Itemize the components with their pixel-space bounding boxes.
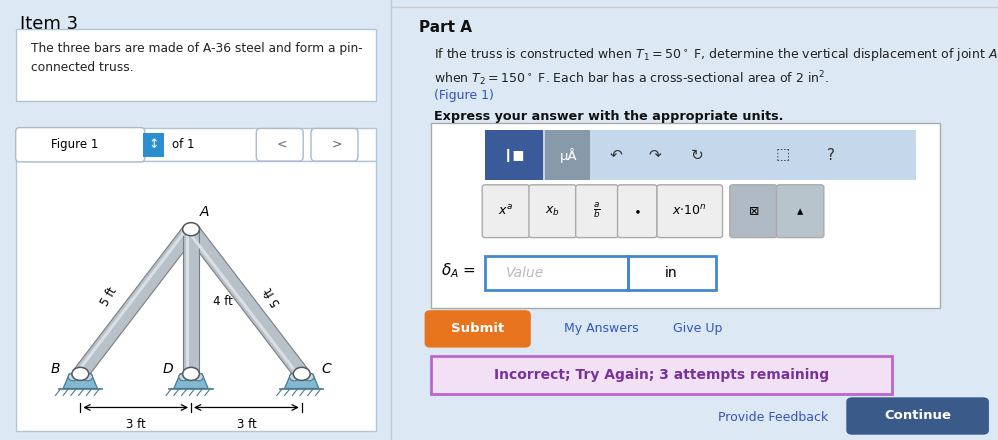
- Text: $x{\cdot}10^n$: $x{\cdot}10^n$: [673, 204, 708, 218]
- FancyBboxPatch shape: [776, 185, 824, 238]
- Text: D: D: [163, 362, 174, 376]
- FancyBboxPatch shape: [431, 356, 892, 394]
- Text: $\bullet$: $\bullet$: [634, 205, 641, 218]
- FancyBboxPatch shape: [256, 128, 303, 161]
- Text: B: B: [51, 362, 60, 376]
- Text: ↕: ↕: [148, 138, 159, 151]
- Text: ↶: ↶: [610, 147, 622, 163]
- Text: <: <: [276, 138, 287, 151]
- Text: $\boxtimes$: $\boxtimes$: [748, 205, 759, 218]
- Text: 3 ft: 3 ft: [237, 418, 256, 431]
- Polygon shape: [76, 227, 190, 373]
- Text: Submit: Submit: [451, 322, 505, 335]
- Text: Provide Feedback: Provide Feedback: [719, 411, 828, 424]
- Polygon shape: [183, 229, 200, 374]
- Polygon shape: [174, 374, 209, 389]
- FancyBboxPatch shape: [545, 130, 590, 180]
- Text: The three bars are made of A-36 steel and form a pin-
connected truss.: The three bars are made of A-36 steel an…: [31, 42, 363, 74]
- Text: If the truss is constructed when $T_1 = 50^\circ$ F, determine the vertical disp: If the truss is constructed when $T_1 = …: [434, 46, 997, 63]
- Text: 3 ft: 3 ft: [126, 418, 146, 431]
- Text: μÅ: μÅ: [560, 147, 577, 163]
- FancyBboxPatch shape: [482, 185, 530, 238]
- Text: My Answers: My Answers: [564, 322, 639, 335]
- Text: Continue: Continue: [884, 409, 951, 422]
- FancyBboxPatch shape: [730, 185, 777, 238]
- Text: ⬚: ⬚: [775, 147, 789, 163]
- Text: 4 ft: 4 ft: [214, 295, 234, 308]
- Text: C: C: [321, 362, 331, 376]
- Circle shape: [183, 223, 200, 236]
- Polygon shape: [187, 230, 300, 376]
- Circle shape: [293, 367, 310, 381]
- Circle shape: [194, 373, 204, 381]
- Circle shape: [179, 373, 189, 381]
- FancyBboxPatch shape: [16, 128, 145, 162]
- Polygon shape: [284, 374, 319, 389]
- FancyBboxPatch shape: [657, 185, 723, 238]
- Text: 5 ft: 5 ft: [99, 285, 120, 308]
- Text: of 1: of 1: [172, 138, 195, 151]
- Text: when $T_2 = 150^\circ$ F. Each bar has a cross-sectional area of 2 in$^2$.: when $T_2 = 150^\circ$ F. Each bar has a…: [434, 69, 828, 88]
- Text: Figure 1: Figure 1: [51, 138, 98, 151]
- FancyBboxPatch shape: [424, 310, 531, 348]
- FancyBboxPatch shape: [311, 128, 358, 161]
- FancyBboxPatch shape: [529, 185, 576, 238]
- Polygon shape: [63, 374, 98, 389]
- Text: Incorrect; Try Again; 3 attempts remaining: Incorrect; Try Again; 3 attempts remaini…: [494, 368, 828, 382]
- Text: (Figure 1): (Figure 1): [434, 89, 494, 103]
- Text: ↷: ↷: [649, 147, 662, 163]
- FancyBboxPatch shape: [576, 185, 618, 238]
- FancyBboxPatch shape: [431, 123, 940, 308]
- Polygon shape: [186, 229, 189, 374]
- Circle shape: [289, 373, 299, 381]
- FancyBboxPatch shape: [16, 29, 375, 101]
- Text: $\delta_A$ =: $\delta_A$ =: [441, 261, 476, 280]
- Text: Express your answer with the appropriate units.: Express your answer with the appropriate…: [434, 110, 783, 123]
- Text: $\frac{a}{b}$: $\frac{a}{b}$: [593, 201, 601, 221]
- Text: Give Up: Give Up: [674, 322, 723, 335]
- Text: >: >: [331, 138, 341, 151]
- FancyBboxPatch shape: [846, 397, 989, 435]
- Circle shape: [83, 373, 93, 381]
- FancyBboxPatch shape: [16, 128, 375, 161]
- Text: 5 ft: 5 ft: [262, 285, 283, 308]
- Text: A: A: [200, 205, 210, 219]
- Text: ↻: ↻: [692, 147, 704, 163]
- FancyBboxPatch shape: [485, 130, 916, 180]
- Text: $x^a$: $x^a$: [498, 204, 513, 218]
- Text: Item 3: Item 3: [20, 15, 78, 33]
- Polygon shape: [73, 226, 199, 377]
- FancyBboxPatch shape: [16, 161, 375, 431]
- Text: Part A: Part A: [418, 20, 471, 35]
- FancyBboxPatch shape: [628, 256, 716, 290]
- Text: in: in: [666, 266, 678, 280]
- FancyBboxPatch shape: [485, 256, 628, 290]
- FancyBboxPatch shape: [618, 185, 657, 238]
- Text: $\blacktriangle$: $\blacktriangle$: [796, 205, 804, 218]
- Circle shape: [68, 373, 78, 381]
- Text: ❙■: ❙■: [503, 149, 526, 161]
- Text: $x_b$: $x_b$: [545, 205, 560, 218]
- FancyBboxPatch shape: [143, 133, 165, 157]
- Circle shape: [183, 367, 200, 381]
- Polygon shape: [184, 226, 309, 377]
- Circle shape: [304, 373, 314, 381]
- Circle shape: [72, 367, 89, 381]
- Text: ?: ?: [827, 147, 835, 163]
- Text: Value: Value: [506, 266, 544, 280]
- FancyBboxPatch shape: [485, 130, 543, 180]
